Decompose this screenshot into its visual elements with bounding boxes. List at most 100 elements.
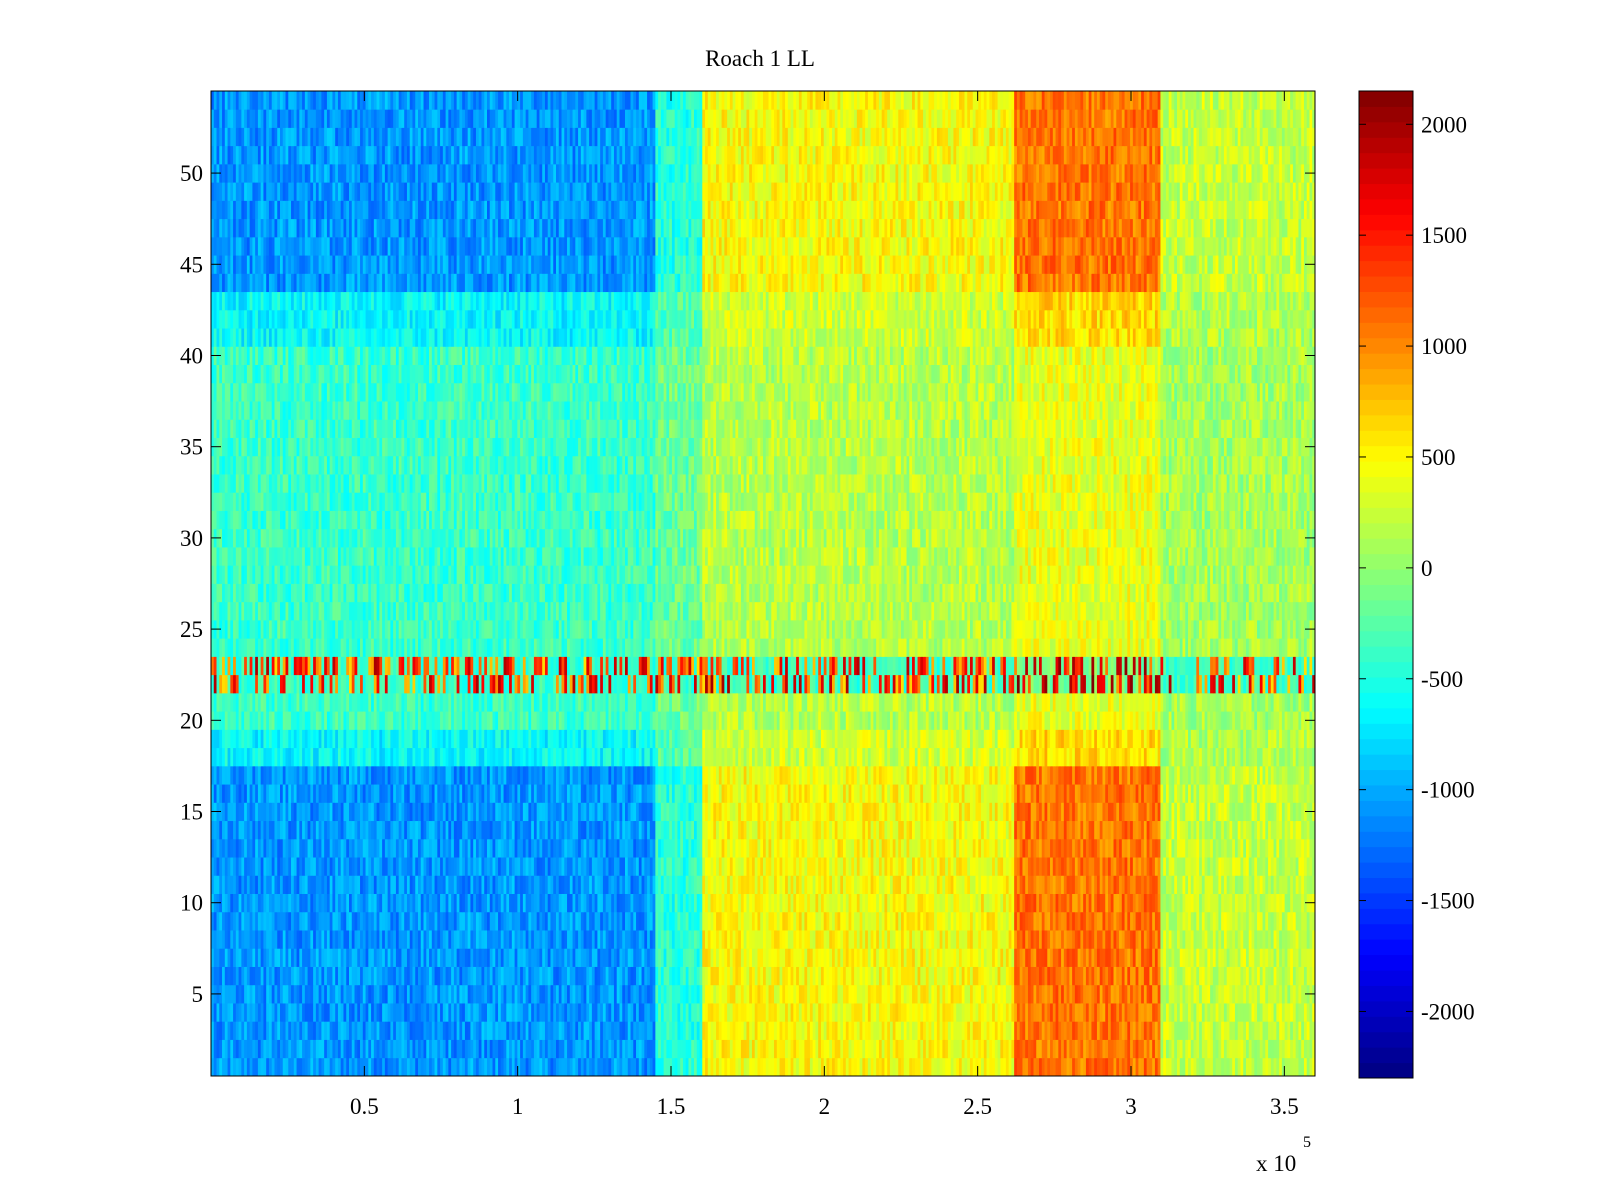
- heatmap-cell: [1259, 1003, 1263, 1022]
- heatmap-cell: [448, 857, 452, 876]
- heatmap-cell: [1146, 948, 1150, 967]
- heatmap-cell: [729, 948, 734, 967]
- heatmap-cell: [1254, 1003, 1258, 1022]
- heatmap-cell: [994, 1003, 998, 1022]
- heatmap-cell: [415, 948, 419, 967]
- heatmap-cell: [914, 1039, 918, 1059]
- heatmap-cell: [246, 893, 251, 913]
- heatmap-cell: [909, 857, 913, 876]
- heatmap-cell: [531, 1021, 535, 1040]
- heatmap-cell: [583, 1039, 587, 1059]
- heatmap-cell: [644, 1003, 648, 1022]
- heatmap-cell: [1058, 1003, 1062, 1022]
- heatmap-cell: [699, 875, 703, 894]
- heatmap-cell: [832, 911, 836, 931]
- heatmap-cell: [1215, 984, 1219, 1004]
- heatmap-cell: [357, 911, 361, 931]
- heatmap-cell: [602, 930, 607, 949]
- heatmap-cell: [903, 1003, 907, 1022]
- heatmap-cell: [743, 857, 747, 876]
- heatmap-cell: [765, 984, 769, 1004]
- heatmap-cell: [1025, 966, 1029, 986]
- heatmap-cell: [1127, 911, 1131, 931]
- heatmap-cell: [1279, 966, 1283, 986]
- heatmap-cell: [575, 911, 579, 931]
- heatmap-cell: [1152, 1003, 1156, 1022]
- heatmap-cell: [729, 911, 734, 931]
- heatmap-cell: [798, 1003, 803, 1022]
- heatmap-cell: [994, 1021, 998, 1040]
- heatmap-cell: [296, 838, 300, 858]
- heatmap-cell: [1016, 930, 1021, 949]
- heatmap-cell: [393, 984, 397, 1004]
- heatmap-cell: [216, 911, 220, 931]
- heatmap-cell: [340, 911, 344, 931]
- heatmap-cell: [451, 911, 455, 931]
- heatmap-cell: [371, 930, 375, 949]
- heatmap-cell: [851, 1039, 855, 1059]
- heatmap-cell: [326, 930, 331, 949]
- heatmap-cell: [575, 1021, 579, 1040]
- heatmap-cell: [680, 1021, 684, 1040]
- heatmap-cell: [1063, 857, 1067, 876]
- heatmap-cell: [729, 1057, 734, 1077]
- heatmap-cell: [793, 984, 797, 1004]
- heatmap-cell: [315, 893, 320, 913]
- heatmap-cell: [713, 857, 717, 876]
- heatmap-cell: [500, 838, 504, 858]
- heatmap-cell: [925, 1039, 929, 1059]
- heatmap-cell: [1199, 966, 1203, 986]
- heatmap-cell: [834, 984, 838, 1004]
- heatmap-cell: [478, 948, 482, 967]
- heatmap-cell: [774, 857, 778, 876]
- heatmap-cell: [1019, 1057, 1023, 1077]
- heatmap-cell: [473, 911, 477, 931]
- heatmap-cell: [1003, 966, 1007, 986]
- heatmap-cell: [219, 930, 223, 949]
- heatmap-cell: [738, 948, 742, 967]
- heatmap-cell: [332, 838, 336, 858]
- heatmap-cell: [749, 984, 753, 1004]
- heatmap-cell: [326, 1057, 331, 1077]
- heatmap-cell: [746, 1021, 750, 1040]
- heatmap-cell: [947, 893, 952, 913]
- heatmap-cell: [398, 966, 402, 986]
- heatmap-cell: [1041, 857, 1045, 876]
- heatmap-cell: [1237, 984, 1241, 1004]
- heatmap-cell: [787, 930, 791, 949]
- heatmap-cell: [1061, 1039, 1065, 1059]
- heatmap-cell: [613, 911, 618, 931]
- heatmap-cell: [1091, 875, 1095, 894]
- heatmap-cell: [230, 1021, 234, 1040]
- heatmap-cell: [837, 1003, 841, 1022]
- heatmap-cell: [362, 1039, 366, 1059]
- heatmap-cell: [906, 984, 910, 1004]
- heatmap-cell: [1270, 930, 1274, 949]
- heatmap-cell: [597, 984, 601, 1004]
- heatmap-cell: [602, 1003, 607, 1022]
- heatmap-cell: [1259, 875, 1263, 894]
- heatmap-cell: [1157, 948, 1161, 967]
- heatmap-cell: [426, 1039, 430, 1059]
- heatmap-cell: [1259, 857, 1263, 876]
- heatmap-cell: [1163, 930, 1167, 949]
- heatmap-cell: [721, 911, 725, 931]
- heatmap-cell: [978, 1021, 982, 1040]
- heatmap-cell: [696, 966, 700, 986]
- heatmap-cell: [426, 930, 430, 949]
- heatmap-cell: [288, 1003, 292, 1022]
- heatmap-cell: [848, 875, 852, 894]
- heatmap-cell: [420, 984, 424, 1004]
- heatmap-cell: [1276, 930, 1280, 949]
- heatmap-cell: [749, 930, 753, 949]
- heatmap-cell: [1050, 984, 1054, 1004]
- heatmap-cell: [740, 930, 745, 949]
- heatmap-cell: [925, 984, 929, 1004]
- heatmap-cell: [953, 1003, 957, 1022]
- heatmap-cell: [442, 838, 446, 858]
- heatmap-cell: [699, 911, 703, 931]
- heatmap-cell: [633, 1039, 637, 1059]
- heatmap-cell: [1251, 948, 1255, 967]
- heatmap-cell: [340, 1057, 344, 1077]
- heatmap-cell: [878, 1021, 883, 1040]
